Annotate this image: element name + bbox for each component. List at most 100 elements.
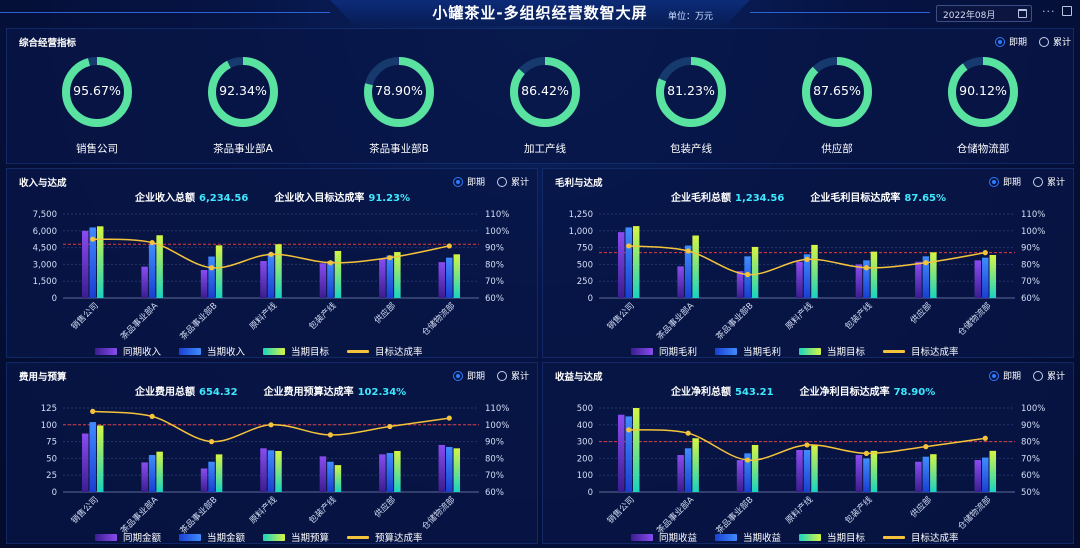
summary-rate-label: 企业收入目标达成率 [274,193,365,204]
y-tick-label: 1,000 [569,227,593,237]
summary-rate-label: 企业净利目标达成率 [799,387,890,398]
kpi-value: 92.34% [219,83,267,98]
chart-legend: 同期毛利 当期毛利 当期目标 目标达成率 [631,344,959,358]
radio-current[interactable]: 即期 [453,369,485,382]
kpi-ring [62,57,132,127]
y2-tick-label: 60% [485,294,504,304]
rate-point [446,415,452,421]
bar [870,450,878,492]
y-tick-label: 250 [577,277,593,287]
y2-tick-label: 110% [485,210,509,220]
chart-legend: 同期收入 当期收入 当期目标 目标达成率 [95,344,423,358]
expense-panel: 费用与预算 即期 累计 企业费用总额 654.32 企业费用预算达成率 102.34% 0 25… [6,362,538,544]
y-tick-label: 500 [577,404,593,414]
legend-item[interactable]: 预算达成率 [347,530,423,544]
y-tick-label: 25 [46,471,57,481]
category-label: 销售公司 [605,300,637,332]
bar [922,256,930,298]
legend-swatch [799,347,822,355]
legend-item[interactable]: 当期预算 [263,530,329,544]
radio-cumulative-label: 累计 [1047,372,1066,382]
legend-item[interactable]: 当期目标 [799,530,865,544]
radio-current-dot [989,176,999,187]
category-label: 仓储物流部 [420,300,458,338]
legend-label: 目标达成率 [375,347,423,358]
bar [260,261,267,298]
y2-tick-label: 90% [485,438,504,448]
radio-cumulative[interactable]: 累计 [1033,369,1065,382]
y-tick-label: 100 [577,471,593,481]
legend-item[interactable]: 当期目标 [799,344,865,358]
legend-item[interactable]: 当期目标 [263,344,329,358]
radio-current[interactable]: 即期 [989,175,1021,188]
bar [625,416,632,492]
legend-item[interactable]: 同期收益 [631,530,697,544]
radio-cumulative[interactable]: 累计 [1039,35,1071,48]
rate-point [923,444,929,450]
legend-item[interactable]: 当期毛利 [715,344,781,358]
legend-item[interactable]: 当期收入 [179,344,245,358]
chart-summary: 企业净利总额 543.21 企业净利目标达成率 78.90% [671,383,961,398]
kpi-ring-progress [62,57,132,127]
bar [692,438,699,492]
y2-tick-label: 110% [1021,210,1045,220]
bar [855,264,863,298]
bar [930,252,937,298]
bar [379,258,386,298]
legend-item[interactable]: 同期收入 [95,344,161,358]
rate-point [208,439,215,445]
summary-rate-value: 102.34% [357,387,407,398]
bar [267,450,275,492]
summary-rate-label: 企业费用预算达成率 [263,387,354,398]
y2-tick-label: 80% [1021,260,1040,270]
y2-tick-label: 70% [485,471,504,481]
radio-current[interactable]: 即期 [995,35,1027,48]
bar [617,232,625,298]
kpi-value: 86.42% [521,83,569,98]
radio-cumulative[interactable]: 累计 [497,369,529,382]
kpi-label: 茶品事业部B [369,143,429,155]
unit-label: 单位：万元 [668,12,714,22]
bar [632,226,640,298]
more-icon[interactable]: ··· [1042,5,1056,18]
legend-item[interactable]: 目标达成率 [347,344,423,358]
radio-current[interactable]: 即期 [989,369,1021,382]
legend-item[interactable]: 同期金额 [95,530,161,544]
date-picker[interactable]: 2022年08月 [936,5,1032,22]
rate-point [923,260,929,266]
y2-tick-label: 60% [485,488,504,498]
chart-title: 收益与达成 [555,372,603,383]
legend-item[interactable]: 当期收益 [715,530,781,544]
y-tick-label: 750 [577,244,593,254]
legend-swatch [179,533,202,541]
radio-current-label: 即期 [1003,372,1022,382]
category-label: 原料产线 [247,494,279,526]
summary-total-value: 543.21 [735,387,774,398]
rate-point [982,250,988,256]
rate-point [685,430,691,436]
radio-cumulative[interactable]: 累计 [1033,175,1065,188]
y2-tick-label: 90% [1021,244,1040,254]
radio-current[interactable]: 即期 [453,175,485,188]
radio-cumulative[interactable]: 累计 [497,175,529,188]
kpi-value: 78.90% [375,83,423,98]
legend-item[interactable]: 目标达成率 [883,530,959,544]
kpi-panel-title: 综合经营指标 [19,38,77,49]
summary-rate-value: 78.90% [893,387,936,398]
summary-total-label: 企业毛利总额 [671,193,731,204]
summary-total-value: 654.32 [199,387,238,398]
legend-label: 当期目标 [827,533,866,544]
y2-tick-label: 70% [1021,277,1040,287]
category-label: 供应部 [908,300,934,326]
y2-tick-label: 100% [485,227,509,237]
category-label: 茶品事业部A [118,300,160,342]
summary-total-value: 1,234.56 [735,193,785,204]
kpi-label: 仓储物流部 [956,143,1010,155]
legend-item[interactable]: 当期金额 [179,530,245,544]
radio-current-label: 即期 [467,178,486,188]
legend-swatch [263,533,286,541]
fullscreen-icon[interactable] [1062,6,1072,16]
legend-item[interactable]: 同期毛利 [631,344,697,358]
legend-item[interactable]: 目标达成率 [883,344,959,358]
